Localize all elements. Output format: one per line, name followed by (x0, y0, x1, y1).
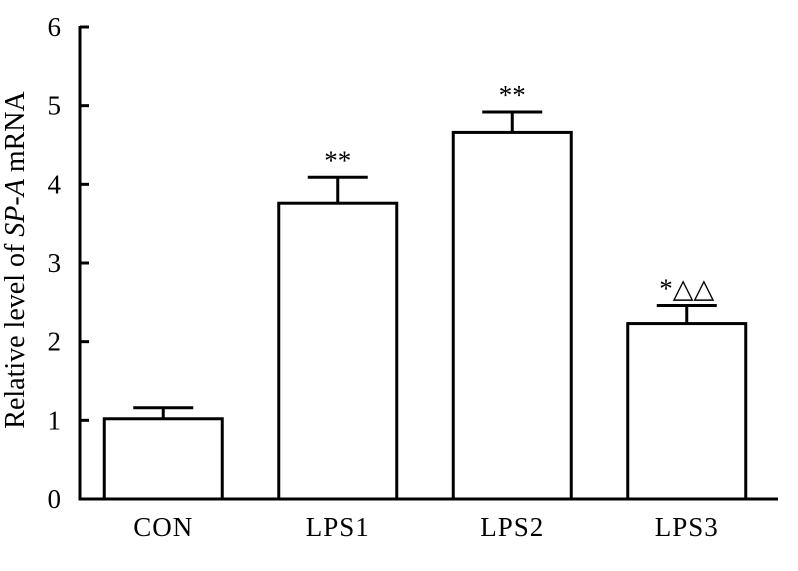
bar-lps3 (626, 322, 748, 501)
y-axis: 0 1 2 3 4 5 6 (48, 12, 89, 514)
bar-lps1 (277, 201, 399, 501)
y-tick-label: 6 (48, 12, 62, 42)
y-tick-label: 1 (48, 405, 62, 435)
x-category-label: LPS3 (655, 512, 719, 542)
y-tick-label: 2 (48, 327, 62, 357)
y-axis-title-suffix: mRNA (0, 90, 31, 179)
bars: ** ** *△△ (102, 80, 748, 501)
significance-label: ** (324, 145, 351, 175)
bar-lps2 (451, 130, 573, 501)
y-tick-label: 3 (48, 248, 62, 278)
significance-label: *△△ (659, 273, 714, 303)
y-tick-label: 5 (48, 91, 62, 121)
y-axis-title: Relative level of SP-A mRNA (0, 90, 31, 428)
bar-con (102, 417, 224, 501)
x-axis: CON LPS1 LPS2 LPS3 (78, 497, 778, 542)
x-category-label: CON (133, 512, 193, 542)
x-category-label: LPS1 (306, 512, 370, 542)
y-tick-label: 0 (48, 484, 62, 514)
y-tick-label: 4 (48, 169, 62, 199)
y-axis-title-gene: SP-A (0, 178, 31, 236)
y-axis-title-prefix: Relative level of (0, 237, 31, 429)
x-category-label: LPS2 (480, 512, 544, 542)
significance-label: ** (499, 80, 526, 110)
